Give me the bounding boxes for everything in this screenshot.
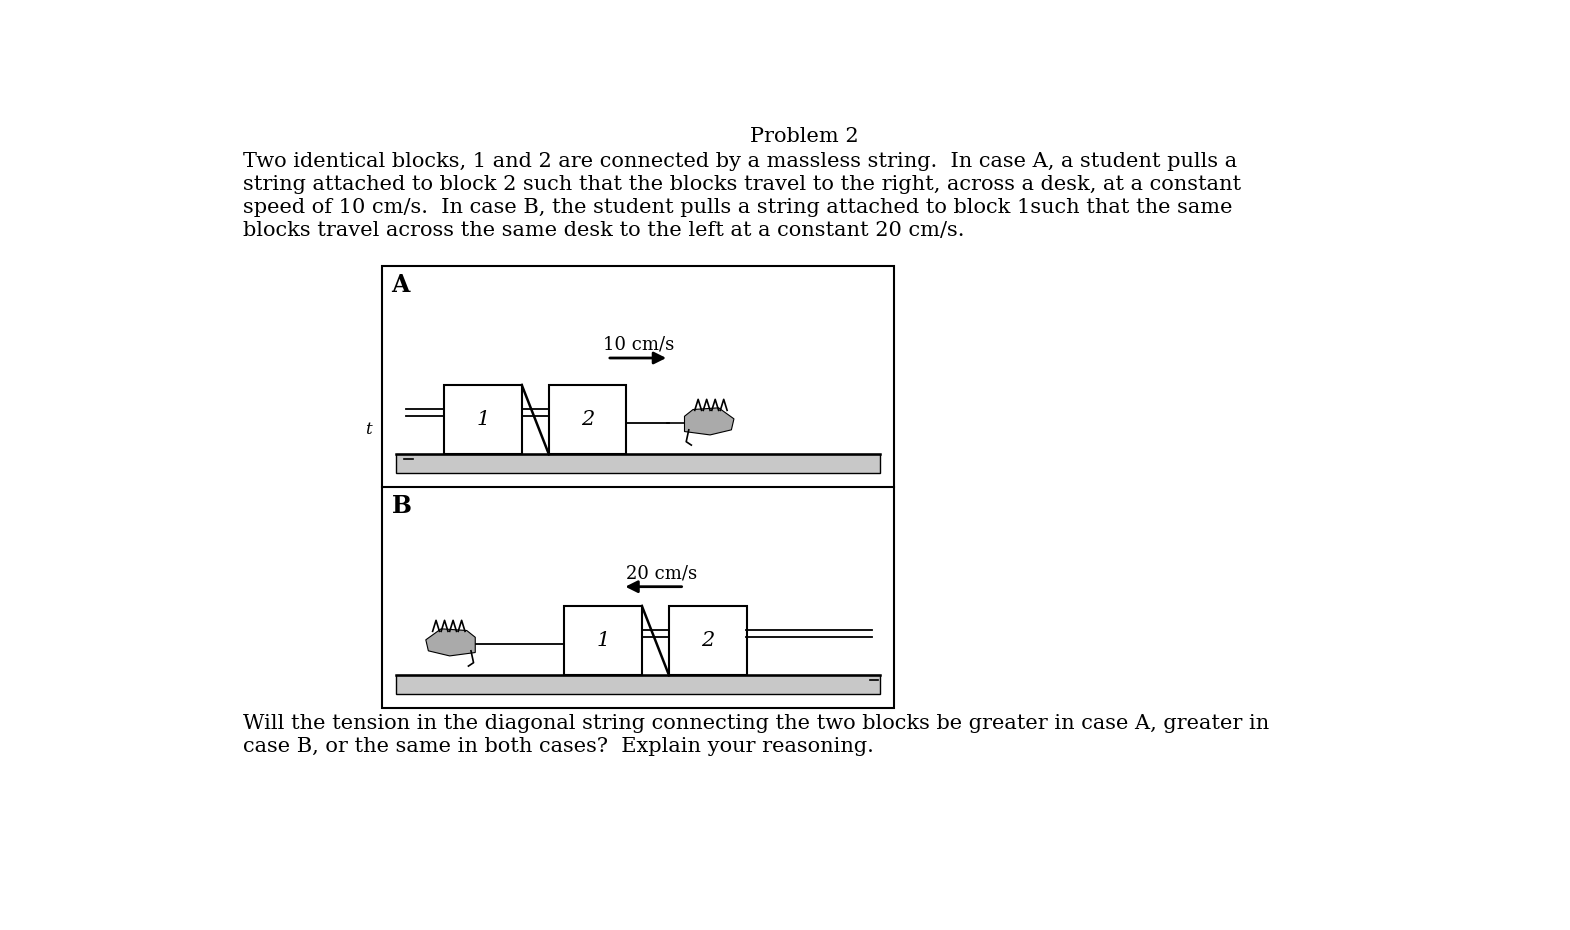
Text: B: B [391,494,411,517]
Text: 2: 2 [702,631,714,650]
Text: 1: 1 [476,410,490,429]
Text: string attached to block 2 such that the blocks travel to the right, across a de: string attached to block 2 such that the… [243,175,1240,193]
Text: 10 cm/s: 10 cm/s [603,336,675,353]
Text: 20 cm/s: 20 cm/s [626,565,697,582]
Text: Problem 2: Problem 2 [750,127,859,146]
Bar [550,385,626,454]
Bar [382,266,893,709]
Polygon shape [425,629,476,656]
Text: case B, or the same in both cases?  Explain your reasoning.: case B, or the same in both cases? Expla… [243,737,873,756]
Text: speed of 10 cm/s.  In case B, the student pulls a string attached to block 1such: speed of 10 cm/s. In case B, the student… [243,198,1232,217]
Bar [564,606,642,675]
Bar [396,675,879,695]
Text: 2: 2 [581,410,595,429]
Bar [444,385,521,454]
Text: blocks travel across the same desk to the left at a constant 20 cm/s.: blocks travel across the same desk to th… [243,221,964,240]
Text: t: t [364,421,372,438]
Text: A: A [391,273,410,298]
Bar [669,606,746,675]
Polygon shape [685,408,733,435]
Text: 1: 1 [597,631,609,650]
Bar [396,454,879,473]
Text: Will the tension in the diagonal string connecting the two blocks be greater in : Will the tension in the diagonal string … [243,713,1269,733]
Text: Two identical blocks, 1 and 2 are connected by a massless string.  In case A, a : Two identical blocks, 1 and 2 are connec… [243,152,1237,170]
